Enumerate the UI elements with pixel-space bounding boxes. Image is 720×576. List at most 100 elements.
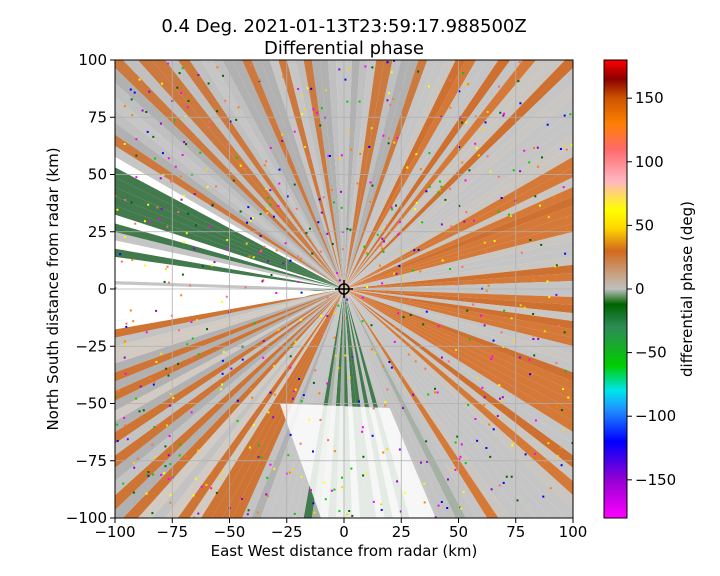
speckle-pixel xyxy=(159,122,162,125)
speckle-pixel xyxy=(181,67,184,70)
speckle-pixel xyxy=(163,472,166,475)
y-tick-label: 0 xyxy=(97,280,107,298)
speckle-pixel xyxy=(220,300,223,303)
speckle-pixel xyxy=(371,66,374,69)
speckle-pixel xyxy=(537,337,540,340)
speckle-pixel xyxy=(448,187,451,190)
speckle-pixel xyxy=(93,388,95,390)
speckle-pixel xyxy=(251,396,254,399)
speckle-pixel xyxy=(419,168,422,171)
speckle-pixel xyxy=(98,366,100,368)
speckle-pixel xyxy=(396,137,399,140)
speckle-pixel xyxy=(512,339,515,342)
speckle-pixel xyxy=(473,219,475,222)
speckle-pixel xyxy=(369,200,372,203)
speckle-pixel xyxy=(398,265,401,267)
no-echo-region xyxy=(115,284,324,322)
speckle-pixel xyxy=(334,311,337,314)
speckle-pixel xyxy=(75,311,77,313)
speckle-pixel xyxy=(155,309,158,312)
speckle-pixel xyxy=(563,331,566,334)
speckle-pixel xyxy=(318,392,321,395)
speckle-pixel xyxy=(585,129,587,131)
speckle-pixel xyxy=(533,354,536,357)
speckle-pixel xyxy=(146,473,149,476)
speckle-pixel xyxy=(130,98,133,101)
speckle-pixel xyxy=(266,476,269,479)
speckle-pixel xyxy=(329,154,331,157)
speckle-pixel xyxy=(249,63,252,66)
speckle-pixel xyxy=(464,462,467,465)
speckle-pixel xyxy=(340,190,342,193)
speckle-pixel xyxy=(406,166,409,169)
speckle-pixel xyxy=(415,202,418,204)
speckle-pixel xyxy=(265,188,268,190)
speckle-pixel xyxy=(260,456,263,459)
speckle-pixel xyxy=(148,90,151,93)
speckle-pixel xyxy=(314,369,317,372)
speckle-pixel xyxy=(490,488,493,491)
speckle-pixel xyxy=(534,452,536,455)
speckle-pixel xyxy=(243,168,246,171)
speckle-pixel xyxy=(402,316,405,319)
speckle-pixel xyxy=(497,210,500,213)
speckle-pixel xyxy=(391,208,394,211)
speckle-pixel xyxy=(156,424,159,427)
speckle-pixel xyxy=(199,151,202,154)
speckle-pixel xyxy=(363,245,366,248)
x-tick-label: −75 xyxy=(156,523,188,541)
speckle-pixel xyxy=(65,183,67,185)
speckle-pixel xyxy=(589,452,591,454)
speckle-pixel xyxy=(78,374,80,376)
speckle-pixel xyxy=(468,338,471,341)
speckle-pixel xyxy=(356,182,359,185)
speckle-pixel xyxy=(511,444,514,447)
colorbar-tick-label: −100 xyxy=(635,407,676,425)
speckle-pixel xyxy=(124,372,127,375)
speckle-pixel xyxy=(510,50,512,52)
speckle-pixel xyxy=(434,387,436,390)
speckle-pixel xyxy=(485,447,488,449)
speckle-pixel xyxy=(317,221,320,224)
speckle-pixel xyxy=(269,203,272,206)
speckle-pixel xyxy=(348,376,351,379)
speckle-pixel xyxy=(476,439,479,442)
speckle-pixel xyxy=(540,243,543,246)
speckle-pixel xyxy=(362,474,365,477)
speckle-pixel xyxy=(497,85,500,88)
speckle-pixel xyxy=(161,152,164,155)
speckle-pixel xyxy=(528,161,531,164)
speckle-pixel xyxy=(587,267,589,269)
speckle-pixel xyxy=(258,444,260,447)
speckle-pixel xyxy=(210,487,213,490)
speckle-pixel xyxy=(142,409,145,412)
speckle-pixel xyxy=(490,358,493,361)
speckle-pixel xyxy=(293,130,296,133)
speckle-pixel xyxy=(250,522,252,524)
speckle-pixel xyxy=(489,455,492,458)
speckle-pixel xyxy=(387,142,390,145)
speckle-pixel xyxy=(124,424,127,427)
speckle-pixel xyxy=(362,147,365,150)
speckle-pixel xyxy=(393,60,396,62)
speckle-pixel xyxy=(320,314,322,317)
speckle-pixel xyxy=(239,164,242,167)
speckle-pixel xyxy=(289,433,292,436)
speckle-pixel xyxy=(152,473,155,476)
speckle-pixel xyxy=(135,138,138,141)
speckle-pixel xyxy=(106,417,108,419)
speckle-pixel xyxy=(370,127,373,130)
speckle-pixel xyxy=(183,194,185,197)
y-tick-label: −25 xyxy=(75,337,107,355)
speckle-pixel xyxy=(287,0,289,1)
y-axis-ticks: −100 −75 −50 −25 0 25 50 75 100 xyxy=(66,51,115,527)
speckle-pixel xyxy=(289,366,292,369)
speckle-pixel xyxy=(444,539,446,541)
speckle-pixel xyxy=(440,501,443,503)
speckle-pixel xyxy=(500,197,503,199)
speckle-pixel xyxy=(546,280,549,283)
speckle-pixel xyxy=(181,273,184,276)
speckle-pixel xyxy=(472,303,475,306)
speckle-pixel xyxy=(458,204,461,207)
speckle-pixel xyxy=(341,486,344,489)
